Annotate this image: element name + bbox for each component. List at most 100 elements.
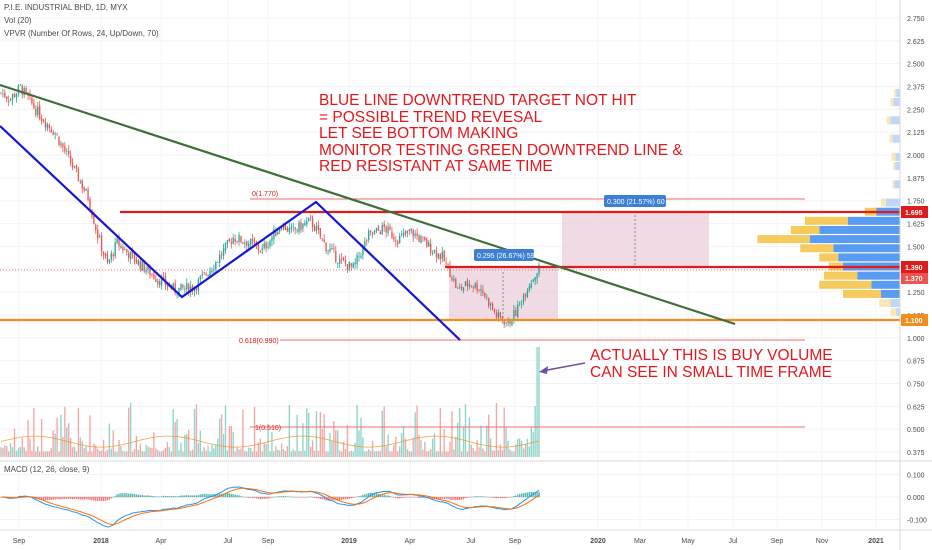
volume-bar (203, 447, 205, 457)
candle-body (9, 99, 12, 100)
candle-body (352, 263, 354, 268)
current-tag-b: 1.370 (905, 276, 923, 283)
macd-histogram-bar (350, 497, 352, 499)
volume-bar (433, 433, 436, 457)
volume-bar (129, 402, 132, 457)
volume-bar (269, 451, 271, 457)
volume-bar (277, 449, 279, 457)
macd-histogram-bar (104, 497, 107, 501)
candle-body (493, 309, 496, 313)
price-tick-label: 0.750 (907, 381, 925, 388)
volume-bar (466, 451, 469, 457)
volume-bar (145, 444, 147, 457)
candle-body (114, 242, 116, 257)
candle-body (267, 246, 269, 248)
candle-body (261, 247, 263, 251)
volume-bar (97, 448, 99, 457)
vpvr-legend[interactable]: VPVR (Number Of Rows, 24, Up/Down, 70) (4, 29, 159, 38)
candle-body (205, 273, 207, 275)
volume-bar (304, 450, 306, 457)
macd-histogram-bar (87, 497, 89, 500)
volume-bar (147, 446, 149, 457)
volume-bar (474, 451, 476, 457)
candle-body (263, 243, 265, 248)
volume-bar (317, 450, 320, 457)
volume-bar (412, 437, 414, 457)
macd-histogram-bar (373, 493, 376, 497)
price-tick-label: 2.375 (907, 85, 925, 92)
time-axis[interactable]: Sep 2018 Apr Jul Sep 2019 Apr Jul Sep 2020 Mar May J… (13, 538, 884, 545)
candle-body (6, 96, 8, 100)
candle-body (522, 295, 525, 303)
macd-histogram-bar (340, 497, 343, 500)
time-tick-label: Jul (224, 538, 233, 545)
candle-body (344, 260, 347, 264)
volume-bar (104, 451, 107, 457)
volume-bar (335, 430, 337, 457)
volume-bar (114, 451, 116, 457)
candle-body (248, 243, 250, 248)
volume-bar (509, 449, 511, 457)
candle-body (269, 240, 271, 247)
symbol-legend[interactable]: P.I.E. INDUSTRIAL BHD, 1D, MYX (4, 3, 128, 12)
volume-bar (315, 411, 318, 457)
candle-body (486, 296, 488, 298)
macd-histogram-bar (95, 497, 97, 501)
volume-bar (325, 451, 327, 457)
candle-body (230, 242, 232, 245)
candle-body (534, 277, 536, 281)
volume-bar (352, 451, 354, 457)
macd-histogram-bar (476, 496, 478, 497)
note-line-3: LET SEE BOTTOM MAKING (319, 125, 519, 143)
macd-histogram-bar (118, 493, 120, 497)
candle-body (238, 234, 240, 242)
volume-bar (73, 446, 76, 457)
volume-legend[interactable]: Vol (20) (4, 16, 32, 25)
macd-histogram-bar (414, 497, 416, 498)
candle-body (400, 234, 403, 235)
candle-body (97, 229, 99, 239)
volume-bar (418, 434, 420, 457)
vpvr-down-row (894, 88, 897, 97)
volume-bar (238, 449, 240, 457)
candle-body (472, 286, 474, 288)
volume-bar (240, 448, 242, 457)
candle-body (466, 279, 469, 287)
volume-bar (31, 451, 33, 457)
macd-histogram-bar (480, 496, 482, 497)
candle-body (85, 188, 87, 191)
candle-body (304, 223, 306, 226)
vpvr-up-row (894, 180, 900, 189)
candle-body (317, 225, 320, 230)
candle-body (195, 288, 198, 290)
macd-histogram-bar (491, 497, 494, 498)
note-line-1: BLUE LINE DOWNTREND TARGET NOT HIT (319, 92, 637, 109)
macd-histogram-bar (292, 496, 294, 498)
macd-histogram-bar (513, 495, 515, 497)
macd-axis[interactable]: 0.100 0.000 -0.100 (907, 473, 927, 525)
volume-bar (505, 427, 507, 457)
candle-body (228, 238, 231, 241)
candle-body (253, 242, 256, 244)
macd-legend[interactable]: MACD (12, 26, close, 9) (4, 465, 90, 474)
macd-histogram-bar (354, 497, 356, 498)
volume-bar (348, 451, 351, 457)
price-axis[interactable]: 0.3750.5000.6250.7500.8751.0001.1251.250… (907, 16, 925, 457)
vpvr-down-row (843, 289, 881, 298)
volume-bar (75, 451, 78, 457)
blue-downtrend-channel[interactable] (0, 125, 461, 341)
green-downtrend-line[interactable] (0, 83, 736, 326)
candle-body (189, 286, 192, 293)
volume-bar (64, 406, 66, 457)
volume-bar (11, 447, 14, 457)
candle-body (329, 248, 331, 252)
volume-bar (493, 450, 496, 457)
macd-histogram-bar (327, 497, 329, 501)
macd-histogram-bar (319, 497, 321, 499)
candle-body (296, 230, 298, 231)
candle-body (418, 235, 420, 242)
macd-histogram-bar (269, 497, 271, 499)
measure-label-2: 0.300 (21.57%) 60 (607, 199, 665, 206)
volume-bar (120, 445, 122, 457)
